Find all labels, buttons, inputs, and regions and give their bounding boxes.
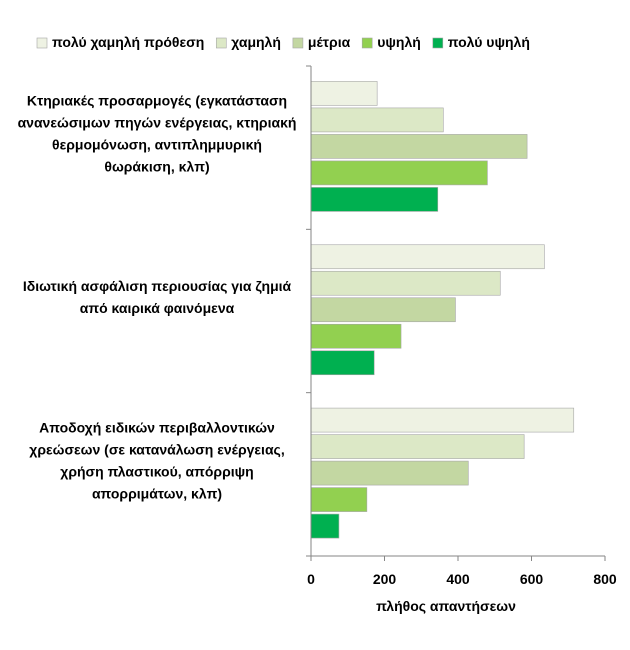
legend-swatch-1 <box>215 37 227 49</box>
category-labels: Κτηριακές προσαρμογές (εγκατάσταση ανανεώ… <box>18 93 297 502</box>
bar-1-2 <box>310 297 456 323</box>
legend-swatch-4 <box>432 37 444 49</box>
bar-1-0 <box>310 244 545 270</box>
legend: πολύ χαμηλή πρόθεση χαμηλή μέτρια υψηλή πολύ… <box>36 34 530 50</box>
bar-2-3 <box>310 487 368 512</box>
x-tick-label-1: 200 <box>373 571 397 587</box>
x-tick-label-0: 0 <box>307 571 315 587</box>
legend-label-4: πολύ υψηλή <box>448 34 530 50</box>
bars <box>310 81 575 539</box>
category-label-0-line-2: θερμομόνωση, αντιπλημμυρική <box>52 137 262 153</box>
bar-0-4 <box>310 187 439 212</box>
bar-1-3 <box>310 323 402 349</box>
category-label-1-line-0: Ιδιωτική ασφάλιση περιουσίας για ζημιά <box>23 278 292 294</box>
bar-2-4 <box>310 513 340 539</box>
legend-label-1: χαμηλή <box>231 34 281 50</box>
bar-0-0 <box>310 81 378 106</box>
category-label-0-line-1: ανανεώσιμων πηγών ενέργειας, κτηριακή <box>18 115 297 131</box>
category-label-0-line-0: Κτηριακές προσαρμογές (εγκατάσταση <box>27 93 287 109</box>
bar-0-3 <box>310 160 488 186</box>
legend-label-2: μέτρια <box>308 34 351 50</box>
bar-2-1 <box>310 434 525 459</box>
category-label-2-line-2: χρήση πλαστικού, απόρριψη <box>60 463 253 479</box>
legend-label-3: υψηλή <box>377 34 421 50</box>
legend-swatch-0 <box>36 37 48 49</box>
legend-label-0: πολύ χαμηλή πρόθεση <box>52 34 204 50</box>
category-label-2-line-0: Αποδοχή ειδικών περιβαλλοντικών <box>39 419 275 435</box>
bar-0-1 <box>310 107 444 133</box>
bar-1-1 <box>310 270 501 296</box>
x-axis-title: πλήθος απαντήσεων <box>376 598 516 614</box>
x-tick-label-2: 400 <box>446 571 470 587</box>
category-label-1-line-1: από καιρικά φαινόμενα <box>80 300 235 316</box>
bar-0-2 <box>310 134 528 159</box>
bar-2-2 <box>310 460 469 486</box>
x-tick-label-4: 800 <box>593 571 617 587</box>
bar-1-4 <box>310 350 375 376</box>
category-label-2-line-3: απορριμάτων, κλπ) <box>92 485 222 501</box>
bar-2-0 <box>310 407 575 433</box>
category-label-0-line-3: θωράκιση, κλπ) <box>104 159 209 175</box>
legend-swatch-3 <box>361 37 373 49</box>
x-tick-label-3: 600 <box>520 571 544 587</box>
category-label-2-line-1: χρεώσεων (σε κατανάλωση ενέργειας, <box>29 441 284 457</box>
legend-swatch-2 <box>292 37 304 49</box>
axes: 0 200 400 600 800 <box>306 65 617 587</box>
